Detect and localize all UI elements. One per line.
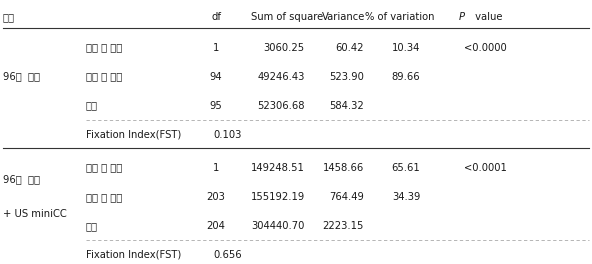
Text: df: df: [211, 12, 221, 22]
Text: 94: 94: [210, 72, 223, 82]
Text: 523.90: 523.90: [329, 72, 364, 82]
Text: 96개  자원: 96개 자원: [3, 175, 40, 185]
Text: 분류: 분류: [3, 12, 15, 22]
Text: 집단 간 변이: 집단 간 변이: [86, 43, 122, 53]
Text: Variance: Variance: [321, 12, 365, 22]
Text: 49246.43: 49246.43: [258, 72, 305, 82]
Text: 집단 내 변이: 집단 내 변이: [86, 192, 122, 202]
Text: % of variation: % of variation: [365, 12, 435, 22]
Text: 34.39: 34.39: [392, 192, 420, 202]
Text: 3060.25: 3060.25: [264, 43, 305, 53]
Text: P: P: [459, 12, 465, 22]
Text: <0.0000: <0.0000: [464, 43, 507, 53]
Text: 52306.68: 52306.68: [258, 101, 305, 111]
Text: 0.656: 0.656: [213, 250, 242, 260]
Text: 1: 1: [213, 43, 219, 53]
Text: 96개  자원: 96개 자원: [3, 72, 40, 82]
Text: 집단 간 변이: 집단 간 변이: [86, 163, 122, 173]
Text: 10.34: 10.34: [392, 43, 420, 53]
Text: Fixation Index(FST): Fixation Index(FST): [86, 130, 181, 140]
Text: 584.32: 584.32: [329, 101, 364, 111]
Text: Sum of square: Sum of square: [251, 12, 323, 22]
Text: <0.0001: <0.0001: [464, 163, 507, 173]
Text: 1458.66: 1458.66: [323, 163, 364, 173]
Text: 2223.15: 2223.15: [323, 221, 364, 231]
Text: 60.42: 60.42: [336, 43, 364, 53]
Text: 203: 203: [207, 192, 226, 202]
Text: 89.66: 89.66: [392, 72, 420, 82]
Text: 304440.70: 304440.70: [252, 221, 305, 231]
Text: + US miniCC: + US miniCC: [3, 209, 67, 219]
Text: 149248.51: 149248.51: [251, 163, 305, 173]
Text: 764.49: 764.49: [329, 192, 364, 202]
Text: 전체: 전체: [86, 221, 98, 231]
Text: 0.103: 0.103: [213, 130, 242, 140]
Text: 65.61: 65.61: [391, 163, 420, 173]
Text: 1: 1: [213, 163, 219, 173]
Text: 전체: 전체: [86, 101, 98, 111]
Text: 204: 204: [207, 221, 226, 231]
Text: 155192.19: 155192.19: [250, 192, 305, 202]
Text: 집단 내 변이: 집단 내 변이: [86, 72, 122, 82]
Text: 95: 95: [210, 101, 223, 111]
Text: Fixation Index(FST): Fixation Index(FST): [86, 250, 181, 260]
Text: value: value: [472, 12, 503, 22]
